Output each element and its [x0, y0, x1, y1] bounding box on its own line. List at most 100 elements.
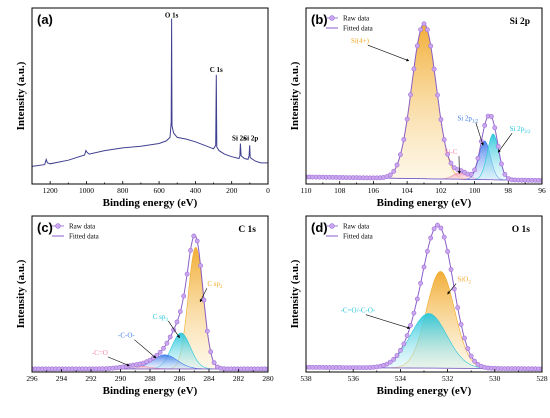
x-tick-label: 96 [538, 186, 546, 195]
legend-marker [329, 223, 335, 229]
y-axis-label: Intensity (a.u.) [15, 259, 27, 328]
raw-data-point [147, 357, 153, 363]
raw-data-point [211, 360, 217, 365]
x-tick-label: 536 [348, 374, 360, 383]
peak-label-arrow [199, 288, 208, 303]
raw-data-point [539, 178, 542, 183]
peak-annotation: Si 2p [243, 135, 258, 143]
x-tick-label: 292 [85, 374, 97, 383]
raw-data-point [438, 225, 444, 231]
component-peak [306, 313, 542, 370]
raw-data-point [472, 358, 477, 364]
raw-data-point [161, 345, 166, 351]
x-axis-label: Binding energy (eV) [103, 385, 198, 397]
raw-data-point [411, 66, 417, 72]
raw-data-point [448, 267, 454, 272]
plot-area-d [306, 222, 542, 372]
raw-data-point [502, 171, 508, 177]
raw-data-point [397, 152, 403, 158]
peak-annotation: Si 2s [232, 135, 246, 143]
x-tick-label: 530 [489, 374, 501, 383]
raw-data-point [401, 137, 407, 142]
x-tick-label: 534 [395, 374, 407, 383]
x-tick-label: 110 [301, 186, 312, 195]
x-tick-label: 1000 [79, 186, 94, 195]
raw-data-point [465, 346, 471, 351]
legend-marker [55, 223, 61, 229]
raw-data-point [177, 309, 183, 314]
x-tick-label: 200 [226, 186, 238, 195]
peak-label: Si 2p3/2 [510, 125, 531, 135]
peak-label-arrow [367, 44, 410, 62]
plot-area-c [32, 233, 268, 372]
plot-frame [31, 215, 269, 373]
raw-data-point [204, 328, 210, 334]
panel-title: Si 2p [510, 17, 530, 27]
peak-annotation: C 1s [210, 66, 223, 74]
x-tick-label: 1200 [43, 186, 58, 195]
raw-data-point [408, 92, 413, 98]
legend-label: Raw data [69, 223, 96, 231]
x-tick-label: 102 [435, 186, 447, 195]
raw-data-point [208, 349, 214, 355]
legend-item: Fitted data [326, 233, 374, 241]
x-tick-label: 98 [505, 186, 513, 195]
raw-data-point [431, 66, 437, 72]
legend-marker [329, 15, 335, 21]
raw-data-point [387, 172, 393, 178]
raw-data-point [431, 226, 437, 232]
y-axis-label: Intensity (a.u.) [289, 259, 301, 328]
x-tick-label: 800 [117, 186, 129, 195]
peak-label-arrow [107, 356, 130, 367]
peak-label: -C=O/-C-O- [341, 307, 376, 315]
survey-line [32, 18, 268, 167]
legend-item: Fitted data [52, 233, 100, 241]
panel-c: C sp2 C sp3 -C-O- -C=O 296 294 292 290 288 286 284… [15, 215, 274, 397]
x-axis-label: Binding energy (eV) [377, 385, 472, 397]
raw-data-point [482, 123, 488, 128]
raw-data-point [414, 296, 420, 302]
raw-data-point [184, 271, 190, 277]
panel-d: SiO2 -C=O/-C-O- 538 536 534 532 530 528 Binding … [289, 215, 548, 397]
raw-data-point [435, 222, 440, 228]
raw-data-point [451, 286, 457, 292]
legend-label: Raw data [343, 15, 370, 23]
raw-data-point [458, 321, 464, 327]
raw-data-point [445, 151, 450, 157]
x-axis-label: Binding energy (eV) [377, 197, 472, 209]
x-tick-label: 104 [402, 186, 414, 195]
raw-data-point [418, 27, 423, 32]
raw-data-point [441, 234, 447, 240]
plot-area-a [32, 18, 268, 167]
x-tick-label: 288 [144, 374, 156, 383]
raw-data-point [488, 114, 494, 119]
legend-label: Fitted data [343, 25, 374, 33]
y-axis-label: Intensity (a.u.) [15, 61, 27, 130]
raw-data-point [201, 297, 207, 303]
raw-data-point [418, 280, 423, 286]
raw-data-point [188, 247, 193, 253]
raw-data-point [424, 248, 430, 254]
raw-data-point [401, 341, 407, 347]
raw-data-point [455, 305, 461, 311]
raw-data-point [462, 335, 467, 341]
x-tick-label: 280 [262, 374, 274, 383]
raw-data-point [174, 319, 180, 325]
raw-data-point [397, 347, 403, 353]
raw-data-point [408, 322, 413, 328]
raw-data-point [394, 162, 400, 168]
raw-data-point [411, 310, 417, 316]
raw-data-point [539, 366, 542, 372]
panel-label: (c) [37, 220, 53, 235]
raw-data-point [495, 143, 501, 149]
raw-data-point [438, 117, 444, 122]
peak-label: C sp2 [207, 280, 223, 290]
legend-item: Raw data [326, 223, 370, 231]
raw-data-point [421, 264, 427, 270]
x-tick-label: 0 [266, 186, 270, 195]
y-axis-label: Intensity (a.u.) [289, 61, 301, 130]
peak-annotation: O 1s [165, 11, 179, 19]
panel-label: (b) [311, 12, 328, 27]
raw-data-point [475, 155, 481, 161]
x-tick-label: 284 [203, 374, 215, 383]
